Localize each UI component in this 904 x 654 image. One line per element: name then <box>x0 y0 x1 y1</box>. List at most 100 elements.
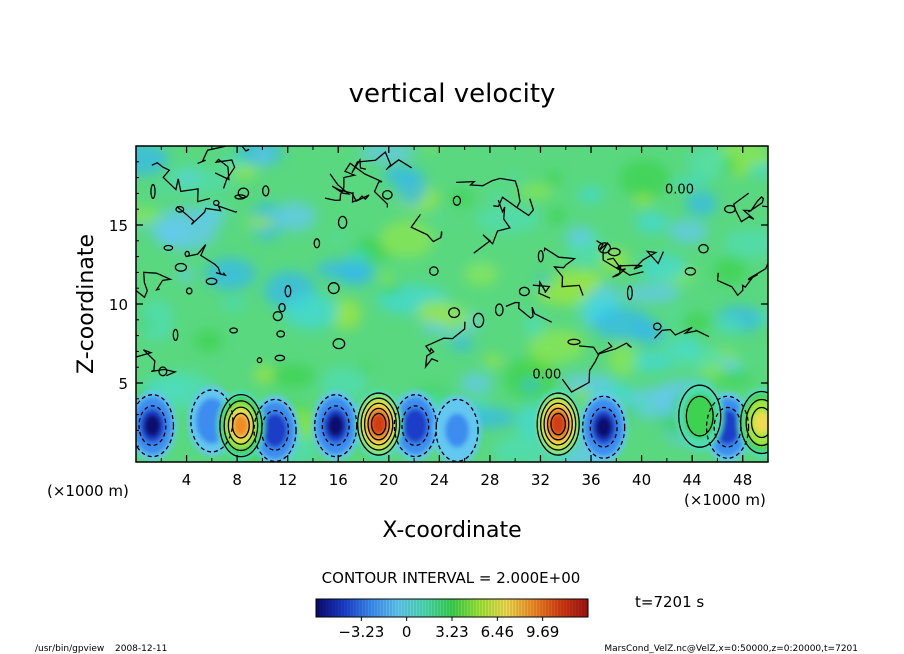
downdraft-cell <box>267 419 284 442</box>
updraft-contour <box>227 406 255 445</box>
zero-contour <box>185 244 227 277</box>
texture-patch <box>618 159 671 199</box>
updraft-cell <box>691 405 708 428</box>
x-tick-label: 4 <box>182 471 192 489</box>
chart-title: vertical velocity <box>349 79 556 109</box>
downdraft-contour <box>401 405 430 447</box>
x-tick-label: 20 <box>379 471 398 489</box>
zero-contour <box>762 205 768 208</box>
zero-contour <box>596 240 644 276</box>
texture-patch <box>672 346 725 369</box>
small-contour-loop <box>313 238 321 249</box>
small-contour-loop <box>626 285 633 301</box>
downdraft-contour <box>136 394 175 458</box>
texture-patch <box>246 216 277 229</box>
zero-contour <box>505 301 552 323</box>
zero-contour <box>136 271 173 299</box>
texture-patch <box>141 299 174 342</box>
small-contour-loop <box>567 338 581 346</box>
updraft-contour <box>539 397 577 451</box>
texture-patch <box>712 257 747 286</box>
zero-contour <box>197 146 250 165</box>
downdraft-contour <box>705 395 750 459</box>
small-contour-loop <box>332 338 346 350</box>
convection-cells <box>136 381 768 462</box>
texture-patch <box>518 184 553 199</box>
texture-patch <box>330 298 362 330</box>
texture-patch <box>721 158 739 172</box>
texture-patch <box>424 146 437 151</box>
x-tick-label: 16 <box>329 471 348 489</box>
texture-patch <box>668 219 708 244</box>
small-contour-loop <box>327 282 340 295</box>
texture-patch <box>720 358 738 371</box>
texture-patch <box>524 313 545 338</box>
texture-patch <box>608 343 638 376</box>
updraft-contour <box>370 412 387 436</box>
texture-patch <box>180 172 196 183</box>
texture-patch <box>193 329 224 353</box>
contour-labels: 0.00 0.00 <box>532 182 694 382</box>
downdraft-cell <box>407 414 424 437</box>
x-tick-label: 48 <box>733 471 752 489</box>
colorbar-tick-label: 0 <box>402 623 412 641</box>
x-tick-label: 12 <box>278 471 297 489</box>
small-contour-loop <box>518 286 530 297</box>
zero-contour <box>732 192 765 223</box>
colorbar-tick-label: 3.23 <box>435 623 468 641</box>
texture-patch <box>359 146 415 163</box>
texture-patch <box>522 379 540 391</box>
texture-patch <box>578 187 604 203</box>
x-tick-label: 32 <box>531 471 550 489</box>
x-axis: 4 8 12 16 20 24 28 32 36 40 44 48 <box>160 146 752 489</box>
colorbar-tick-label: −3.23 <box>338 623 384 641</box>
downdraft-contour <box>253 398 297 462</box>
updraft-contour <box>750 406 768 439</box>
zero-contour <box>151 162 211 203</box>
small-contour-loop <box>229 327 239 334</box>
small-contour-loop <box>494 303 504 317</box>
small-contour-loop <box>448 307 461 319</box>
small-contour-loop <box>284 285 292 298</box>
contour-lines <box>136 146 768 462</box>
small-contour-loop <box>652 322 662 331</box>
small-contour-loop <box>452 195 462 206</box>
texture-patch <box>593 307 653 340</box>
small-contour-loop <box>472 312 485 328</box>
zero-contour <box>543 247 584 296</box>
small-contour-loop <box>150 183 156 199</box>
colorbar-stripes <box>318 600 587 616</box>
texture-patch <box>360 237 379 254</box>
texture-patch <box>160 233 179 240</box>
updraft-contour <box>367 407 390 441</box>
x-axis-label: X-coordinate <box>382 518 521 543</box>
texture-patch <box>635 212 669 233</box>
small-contour-loop <box>598 242 612 254</box>
updraft-contour <box>678 384 722 448</box>
downdraft-cell <box>144 414 161 437</box>
small-contour-loop <box>158 366 168 377</box>
updraft-contour <box>360 397 397 451</box>
small-contour-loop <box>237 187 250 199</box>
x-tick-label: 28 <box>480 471 499 489</box>
zero-contour <box>324 162 389 208</box>
time-label: t=7201 s <box>635 593 704 611</box>
texture-patch <box>449 338 474 352</box>
small-contour-loop <box>276 330 286 338</box>
small-contour-loop <box>337 215 348 229</box>
texture-patch <box>483 354 503 367</box>
texture-patch <box>283 293 339 330</box>
texture-patch <box>623 387 685 419</box>
texture-patch <box>688 147 728 179</box>
texture-patch <box>554 269 599 289</box>
small-contour-loop <box>537 249 544 263</box>
zero-contour <box>606 250 664 278</box>
texture-patch <box>153 185 166 193</box>
texture-patch <box>756 311 768 323</box>
updraft-contour <box>223 400 259 452</box>
updraft-contour <box>219 394 263 458</box>
downdraft-cell <box>595 416 612 439</box>
small-contour-loop <box>262 185 270 197</box>
updraft-contour <box>740 390 768 455</box>
